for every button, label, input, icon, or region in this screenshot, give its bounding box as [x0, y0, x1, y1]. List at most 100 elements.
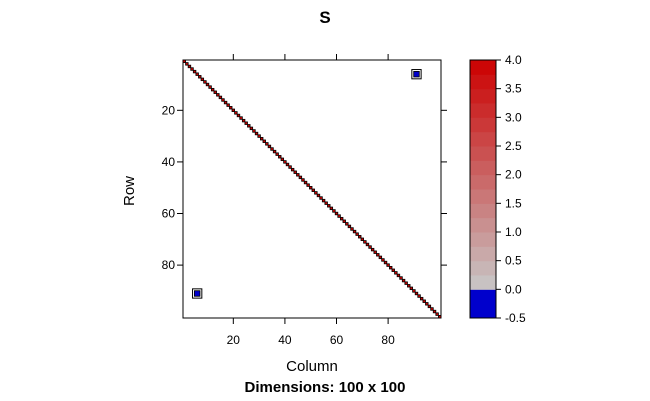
matrix-cell	[223, 100, 228, 105]
matrix-cell	[192, 69, 197, 74]
matrix-cell	[267, 144, 272, 149]
matrix-cell	[337, 214, 341, 218]
matrix-cell	[363, 240, 367, 244]
matrix-cell	[272, 149, 277, 154]
matrix-cell	[226, 103, 230, 107]
matrix-cell	[280, 157, 285, 162]
colorbar-swatch	[470, 189, 496, 204]
colorbar-swatch	[470, 117, 496, 133]
matrix-cell	[316, 193, 321, 198]
matrix-cell	[293, 170, 297, 174]
axes: 20 40 60 80 20 40 60 80	[162, 54, 447, 347]
matrix-cell	[381, 258, 385, 262]
matrix-cell	[404, 281, 408, 285]
matrix-cell	[414, 291, 419, 296]
matrix-cell	[254, 131, 259, 136]
matrix-cell	[216, 93, 220, 97]
matrix-cell	[262, 139, 266, 143]
matrix-cell	[419, 296, 424, 301]
colorbar-swatch	[470, 60, 496, 75]
matrix-cell	[290, 167, 295, 172]
matrix-cell	[278, 155, 282, 159]
matrix-cell	[430, 307, 434, 311]
matrix-cell	[373, 250, 377, 254]
matrix-cell	[190, 67, 194, 71]
matrix-cell	[399, 276, 403, 280]
offdiagonal-cell	[192, 288, 203, 299]
matrix-cell	[342, 219, 346, 223]
matrix-cell	[244, 121, 248, 125]
matrix-cell	[203, 80, 207, 84]
colorbar-tick-label: 2.0	[505, 168, 522, 182]
matrix-cell	[368, 245, 372, 249]
x-tick-label: 40	[278, 333, 292, 347]
x-axis-label: Column	[286, 358, 338, 375]
matrix-cell	[396, 273, 401, 278]
y-tick-label: 40	[162, 155, 176, 169]
matrix-cell	[187, 64, 192, 69]
matrix-cell	[332, 209, 336, 213]
matrix-cell	[407, 284, 411, 288]
matrix-cell	[221, 98, 225, 102]
matrix-cell	[350, 227, 354, 231]
colorbar-tick-label: 2.5	[505, 139, 522, 153]
matrix-cell	[391, 268, 395, 272]
matrix-cell	[265, 142, 269, 146]
matrix-cell	[327, 204, 331, 208]
matrix-cell	[412, 289, 416, 293]
y-tick-label: 80	[162, 258, 176, 272]
colorbar-swatch	[470, 103, 496, 118]
matrix-cell	[388, 265, 393, 270]
matrix-cell	[213, 90, 217, 94]
matrix-cell	[355, 232, 359, 236]
matrix-cell	[236, 113, 241, 118]
colorbar-frame	[469, 59, 497, 319]
matrix-cell	[275, 152, 279, 156]
matrix-cell	[358, 235, 362, 239]
matrix-cell	[422, 299, 426, 303]
matrix-cell	[195, 72, 199, 76]
matrix-cell	[309, 186, 313, 190]
colorbar-tick-label: 1.0	[505, 225, 522, 239]
colorbar-swatch	[470, 131, 496, 147]
x-tick-label: 60	[330, 333, 344, 347]
colorbar-swatch	[470, 232, 496, 247]
colorbar-tick-label: -0.5	[505, 311, 526, 325]
matrix-cell	[249, 126, 254, 131]
matrix-cell	[185, 62, 189, 66]
matrix-cell	[438, 315, 442, 319]
colorbar-swatch	[470, 260, 496, 276]
colorbar-swatch	[470, 160, 496, 176]
matrix-cell	[252, 129, 256, 133]
matrix-cell	[303, 180, 308, 185]
matrix-cell	[311, 188, 315, 192]
matrix-cell	[298, 175, 303, 180]
colorbar-swatch	[470, 146, 496, 161]
offdiagonal-cell	[411, 69, 422, 80]
colorbar-tick-label: 0.0	[505, 282, 522, 296]
matrix-cell	[208, 85, 212, 89]
dimensions-subtitle: Dimensions: 100 x 100	[245, 379, 406, 396]
matrix-cell	[198, 75, 202, 79]
matrix-cell	[241, 118, 246, 123]
matrix-cell	[288, 165, 292, 169]
matrix-cell	[200, 77, 205, 82]
colorbar-tick-label: 1.5	[505, 196, 522, 210]
matrix-cell	[319, 196, 323, 200]
x-tick-label: 20	[227, 333, 241, 347]
chart-title: S	[319, 8, 330, 27]
matrix-cell	[296, 173, 300, 177]
matrix-cell	[205, 82, 210, 87]
matrix-cell	[301, 178, 305, 182]
matrix-cell	[314, 191, 318, 195]
matrix-cell	[360, 237, 364, 242]
matrix-cell	[394, 271, 398, 275]
colorbar-swatch	[470, 303, 496, 319]
matrix-cell	[259, 136, 264, 141]
colorbar-tick-label: 4.0	[505, 53, 522, 67]
matrix-cell	[401, 278, 406, 283]
matrix-cell	[334, 211, 339, 216]
colorbar-swatch	[470, 275, 496, 290]
x-tick-label: 80	[381, 333, 395, 347]
